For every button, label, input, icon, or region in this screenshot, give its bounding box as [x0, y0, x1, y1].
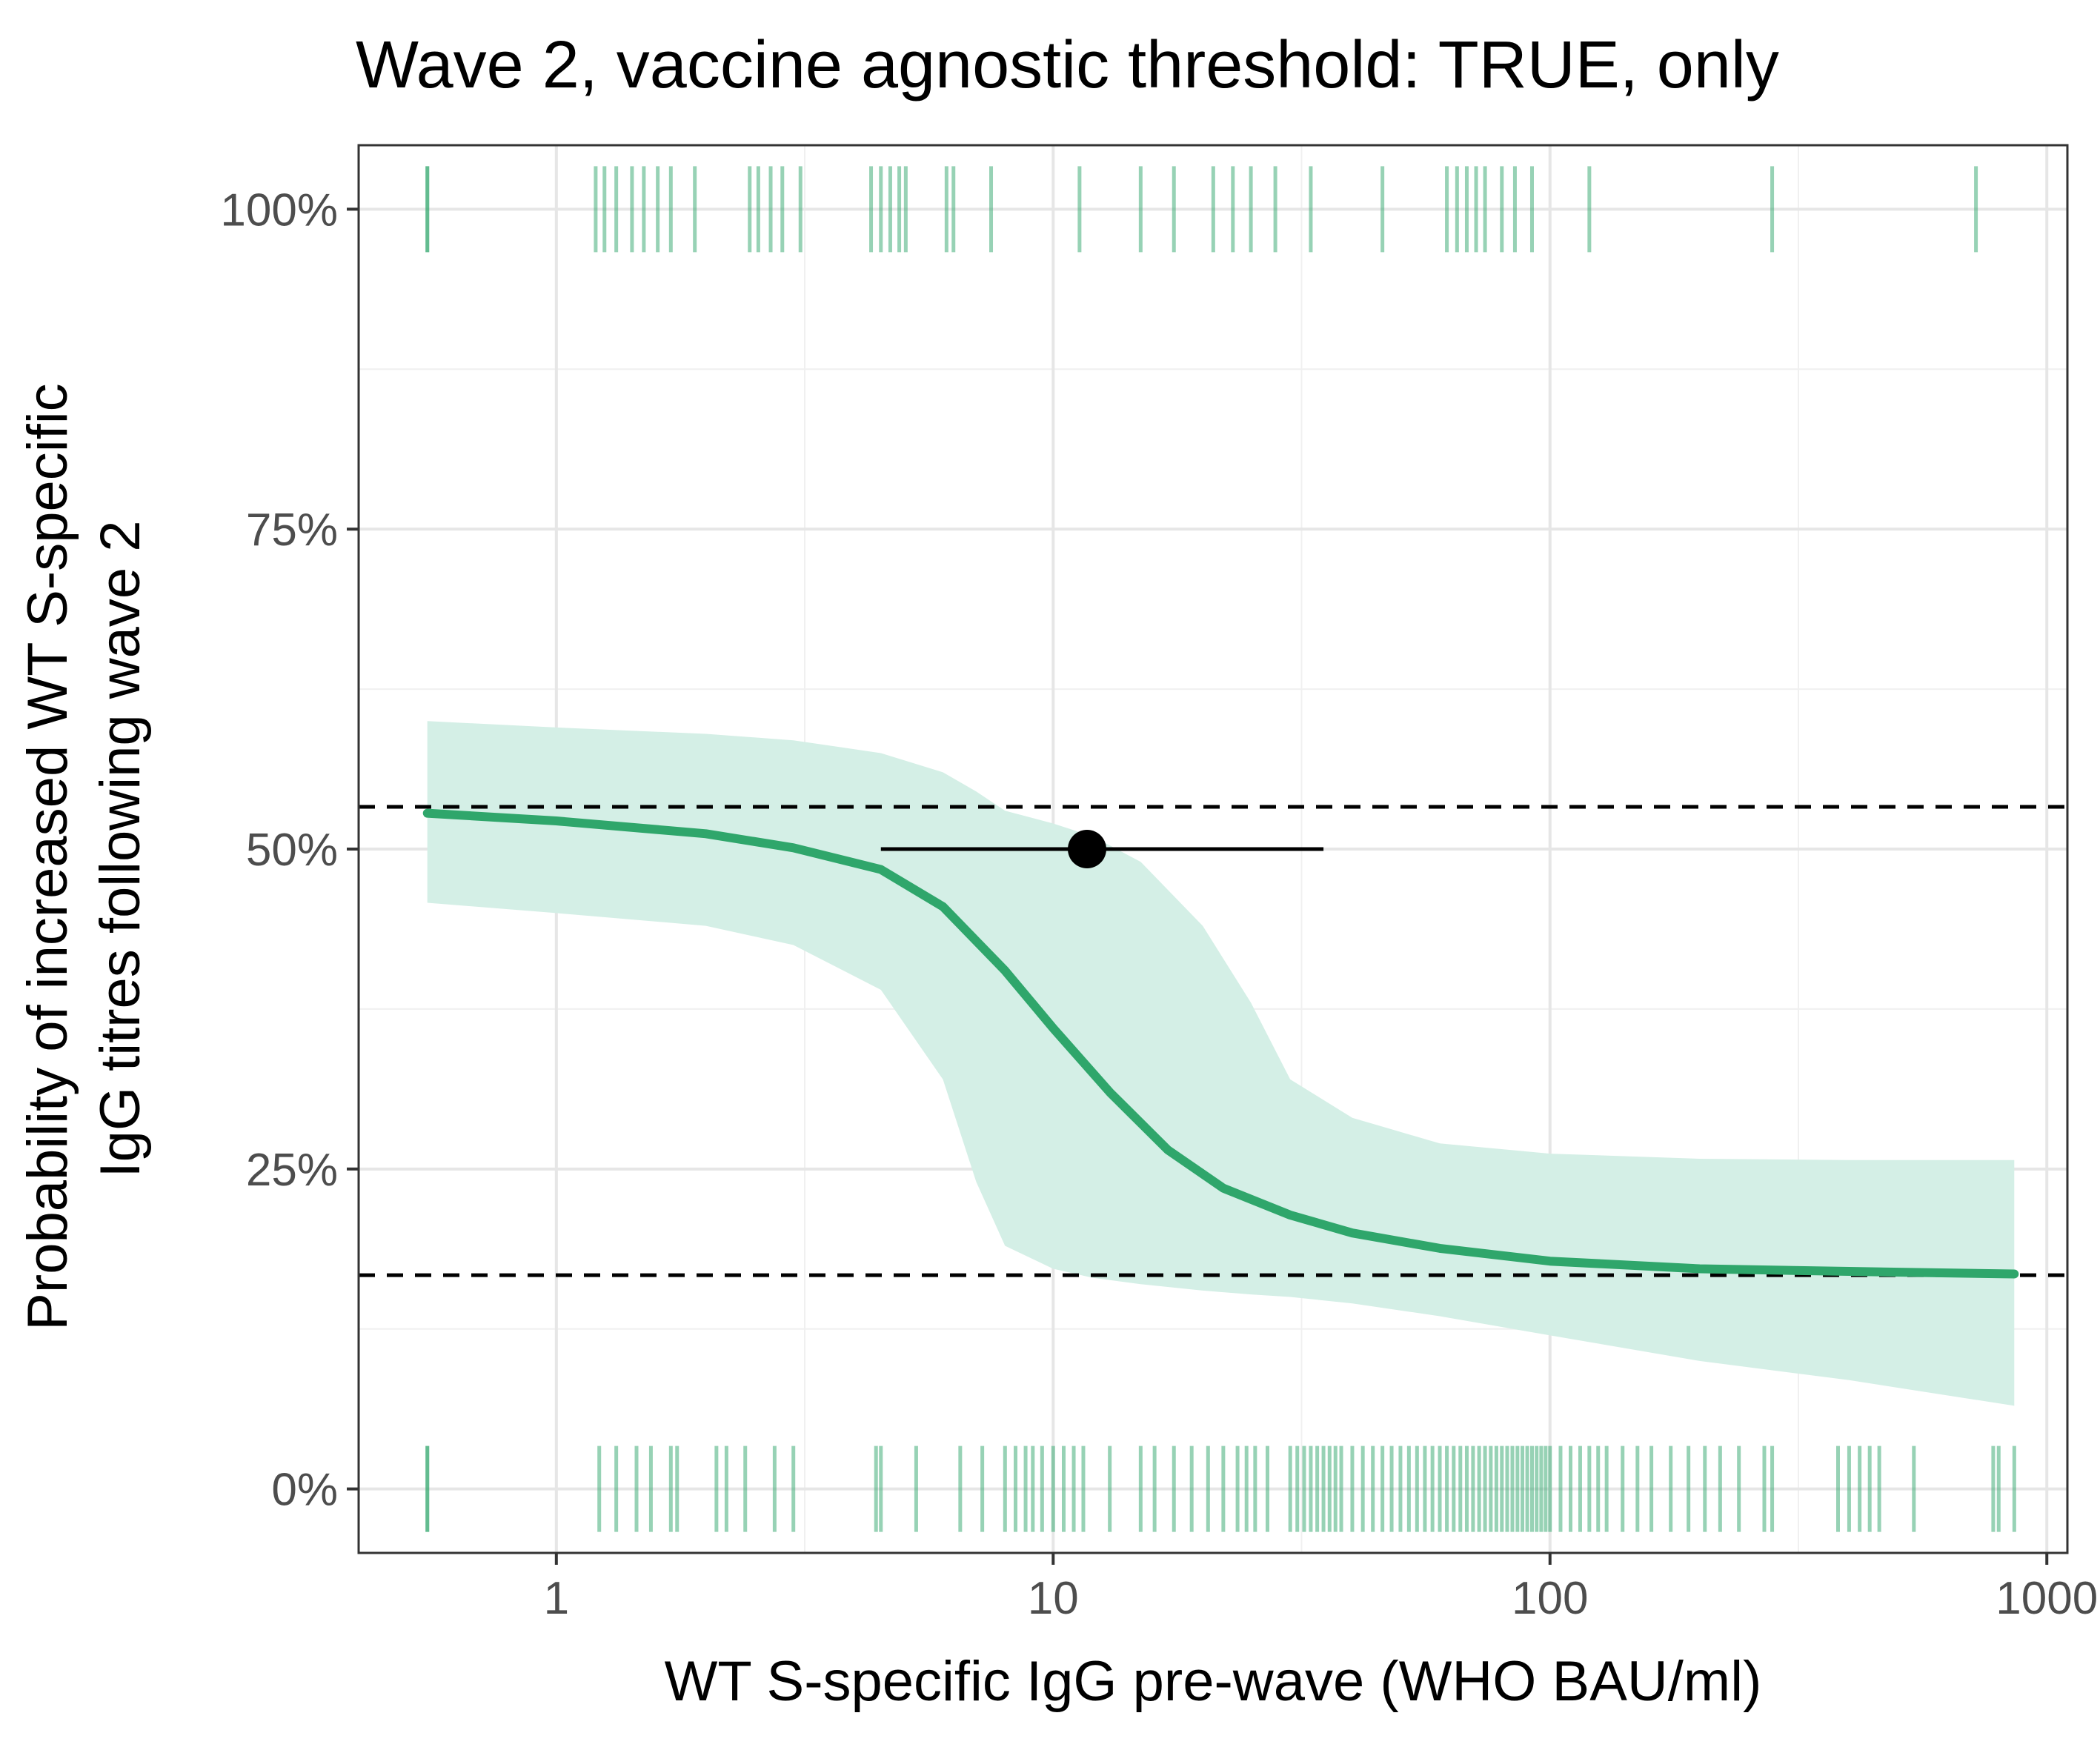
x-tick-label: 1000 — [1996, 1573, 2098, 1624]
y-tick-label: 100% — [220, 184, 338, 236]
chart-title: Wave 2, vaccine agnostic threshold: TRUE… — [356, 28, 1779, 102]
ref-layer — [359, 805, 2067, 1277]
y-tick-label: 0% — [271, 1465, 338, 1516]
curve-layer — [422, 808, 2019, 1279]
y-tick-label: 75% — [246, 505, 338, 556]
axis-layer: 1 10 100 1000 0% 25% 50% 75% 100% — [220, 184, 2098, 1624]
y-axis-title: Probability of increased WT S-specific I… — [16, 367, 152, 1331]
point-estimate — [1068, 830, 1107, 868]
fitted-curve — [422, 808, 2019, 1279]
rug-layer — [425, 166, 2016, 1532]
band-layer — [427, 721, 2015, 1406]
x-tick-label: 10 — [1028, 1573, 1079, 1624]
x-axis-title: WT S-specific IgG pre-wave (WHO BAU/ml) — [665, 1650, 1762, 1713]
x-tick-label: 100 — [1512, 1573, 1588, 1624]
y-tick-label: 25% — [246, 1145, 338, 1196]
confidence-band — [427, 721, 2015, 1406]
y-axis-title-line-1: Probability of increased WT S-specific — [16, 383, 79, 1330]
x-tick-label: 1 — [544, 1573, 569, 1624]
y-tick-label: 50% — [246, 825, 338, 876]
point-layer — [880, 830, 1324, 868]
y-axis-title-line-2: IgG titres following wave 2 — [89, 520, 152, 1177]
